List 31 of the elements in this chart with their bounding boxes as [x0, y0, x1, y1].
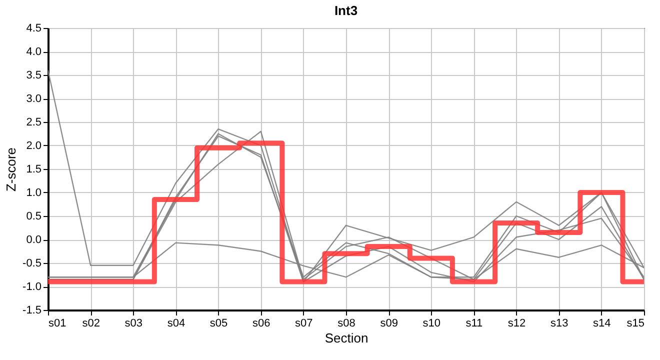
x-tick-label: s08: [338, 318, 356, 330]
y-tick-label: 1.5: [26, 164, 42, 176]
chart-title: Int3: [334, 3, 358, 18]
x-tick-label: s12: [508, 318, 526, 330]
y-tick-label: 2.0: [26, 140, 42, 152]
x-tick-label: s02: [82, 318, 100, 330]
x-axis-title: Section: [324, 330, 368, 346]
y-tick-label: 1.0: [26, 187, 42, 199]
x-tick-label: s04: [167, 318, 186, 330]
x-tick-label: s03: [124, 318, 143, 330]
y-tick-label: 4.0: [26, 46, 42, 58]
x-tick-label: s14: [593, 318, 611, 330]
x-tick-label: s10: [422, 318, 441, 330]
x-tick-label: s06: [252, 318, 270, 330]
x-tick-label: s13: [550, 318, 568, 330]
y-tick-label: 4.5: [26, 22, 42, 34]
y-tick-label: 2.5: [26, 116, 42, 128]
x-tick-label: s01: [48, 318, 66, 330]
y-tick-label: 3.0: [26, 93, 42, 105]
y-tick-label: 0.5: [26, 210, 42, 222]
y-tick-label: -1.0: [22, 281, 42, 293]
x-tick-label: s05: [210, 318, 228, 330]
y-tick-label: -0.5: [22, 258, 42, 270]
y-axis-title: Z-score: [4, 147, 19, 192]
y-tick-label: 0.0: [26, 234, 42, 246]
x-tick-label: s15: [626, 318, 644, 330]
x-tick-label: s11: [466, 318, 483, 330]
x-tick-label: s07: [295, 318, 313, 330]
y-tick-label: -1.5: [22, 304, 42, 316]
y-tick-label: 3.5: [26, 70, 42, 82]
x-tick-label: s09: [380, 318, 398, 330]
